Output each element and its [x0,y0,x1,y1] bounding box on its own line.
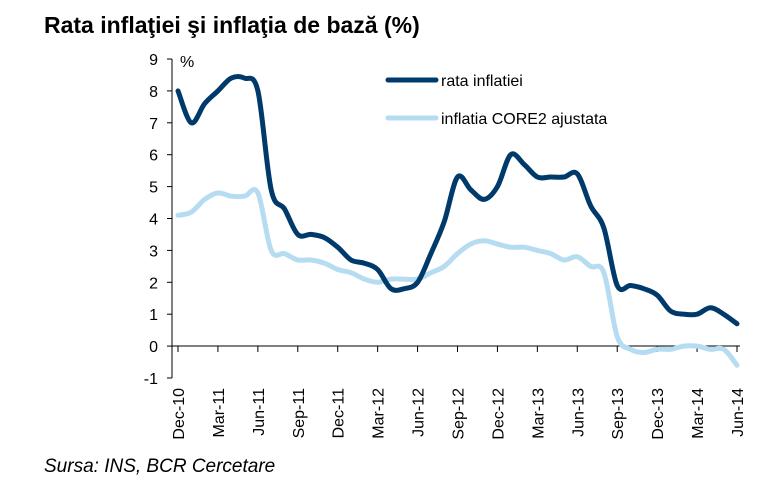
x-tick-label: Sep-11 [291,388,308,439]
x-tick-label: Sep-13 [610,388,627,440]
x-tick-label: Dec-10 [171,388,188,440]
y-tick-label: 6 [149,148,158,165]
y-tick-label: -1 [144,371,158,388]
x-tick-label: Jun-13 [570,388,587,437]
x-tick-label: Mar-13 [530,388,547,439]
y-axis: -1 0 1 2 3 4 5 6 7 8 9 [144,52,173,388]
y-tick-label: 9 [149,52,158,69]
legend-label: inflatia CORE2 ajustata [441,111,607,128]
x-tick-label: Sep-12 [451,388,468,440]
y-tick-label: 8 [149,84,158,101]
x-tick-label: Jun-14 [730,388,747,437]
series-line-rata-inflatiei [175,74,740,327]
x-tick-label: Mar-14 [690,388,707,439]
legend-item-rata-inflatiei: rata inflatiei [385,73,523,90]
legend-label: rata inflatiei [441,73,523,90]
y-tick-label: 1 [149,307,158,324]
x-tick-label: Mar-12 [371,388,388,439]
source-note: Sursa: INS, BCR Cercetare [44,456,276,477]
legend-item-inflatia-core2: inflatia CORE2 ajustata [385,111,607,128]
y-tick-label: 2 [149,275,158,292]
x-tick-label: Dec-12 [490,388,507,440]
x-axis: Dec-10 Mar-11 Jun-11 Sep-11 Dec-11 Mar-12 Jun-… [171,345,747,440]
x-tick-label: Dec-13 [650,388,667,440]
y-tick-label: 4 [149,212,158,229]
y-tick-label: 5 [149,180,158,197]
y-tick-label: 3 [149,243,158,260]
x-tick-label: Jun-11 [251,388,268,436]
page-title: Rata inflaţiei şi inflaţia de bază (%) [44,12,420,38]
y-tick-label: 0 [149,339,158,356]
y-tick-label: 7 [149,116,158,133]
series-line-inflatia-core2 [175,187,740,368]
y-axis-unit-label: % [180,54,194,71]
x-tick-label: Jun-12 [411,388,428,437]
legend: rata inflatiei inflatia CORE2 ajustata [385,73,607,128]
x-tick-label: Mar-11 [211,388,228,438]
series-layer [175,74,740,368]
x-tick-label: Dec-11 [331,388,348,438]
